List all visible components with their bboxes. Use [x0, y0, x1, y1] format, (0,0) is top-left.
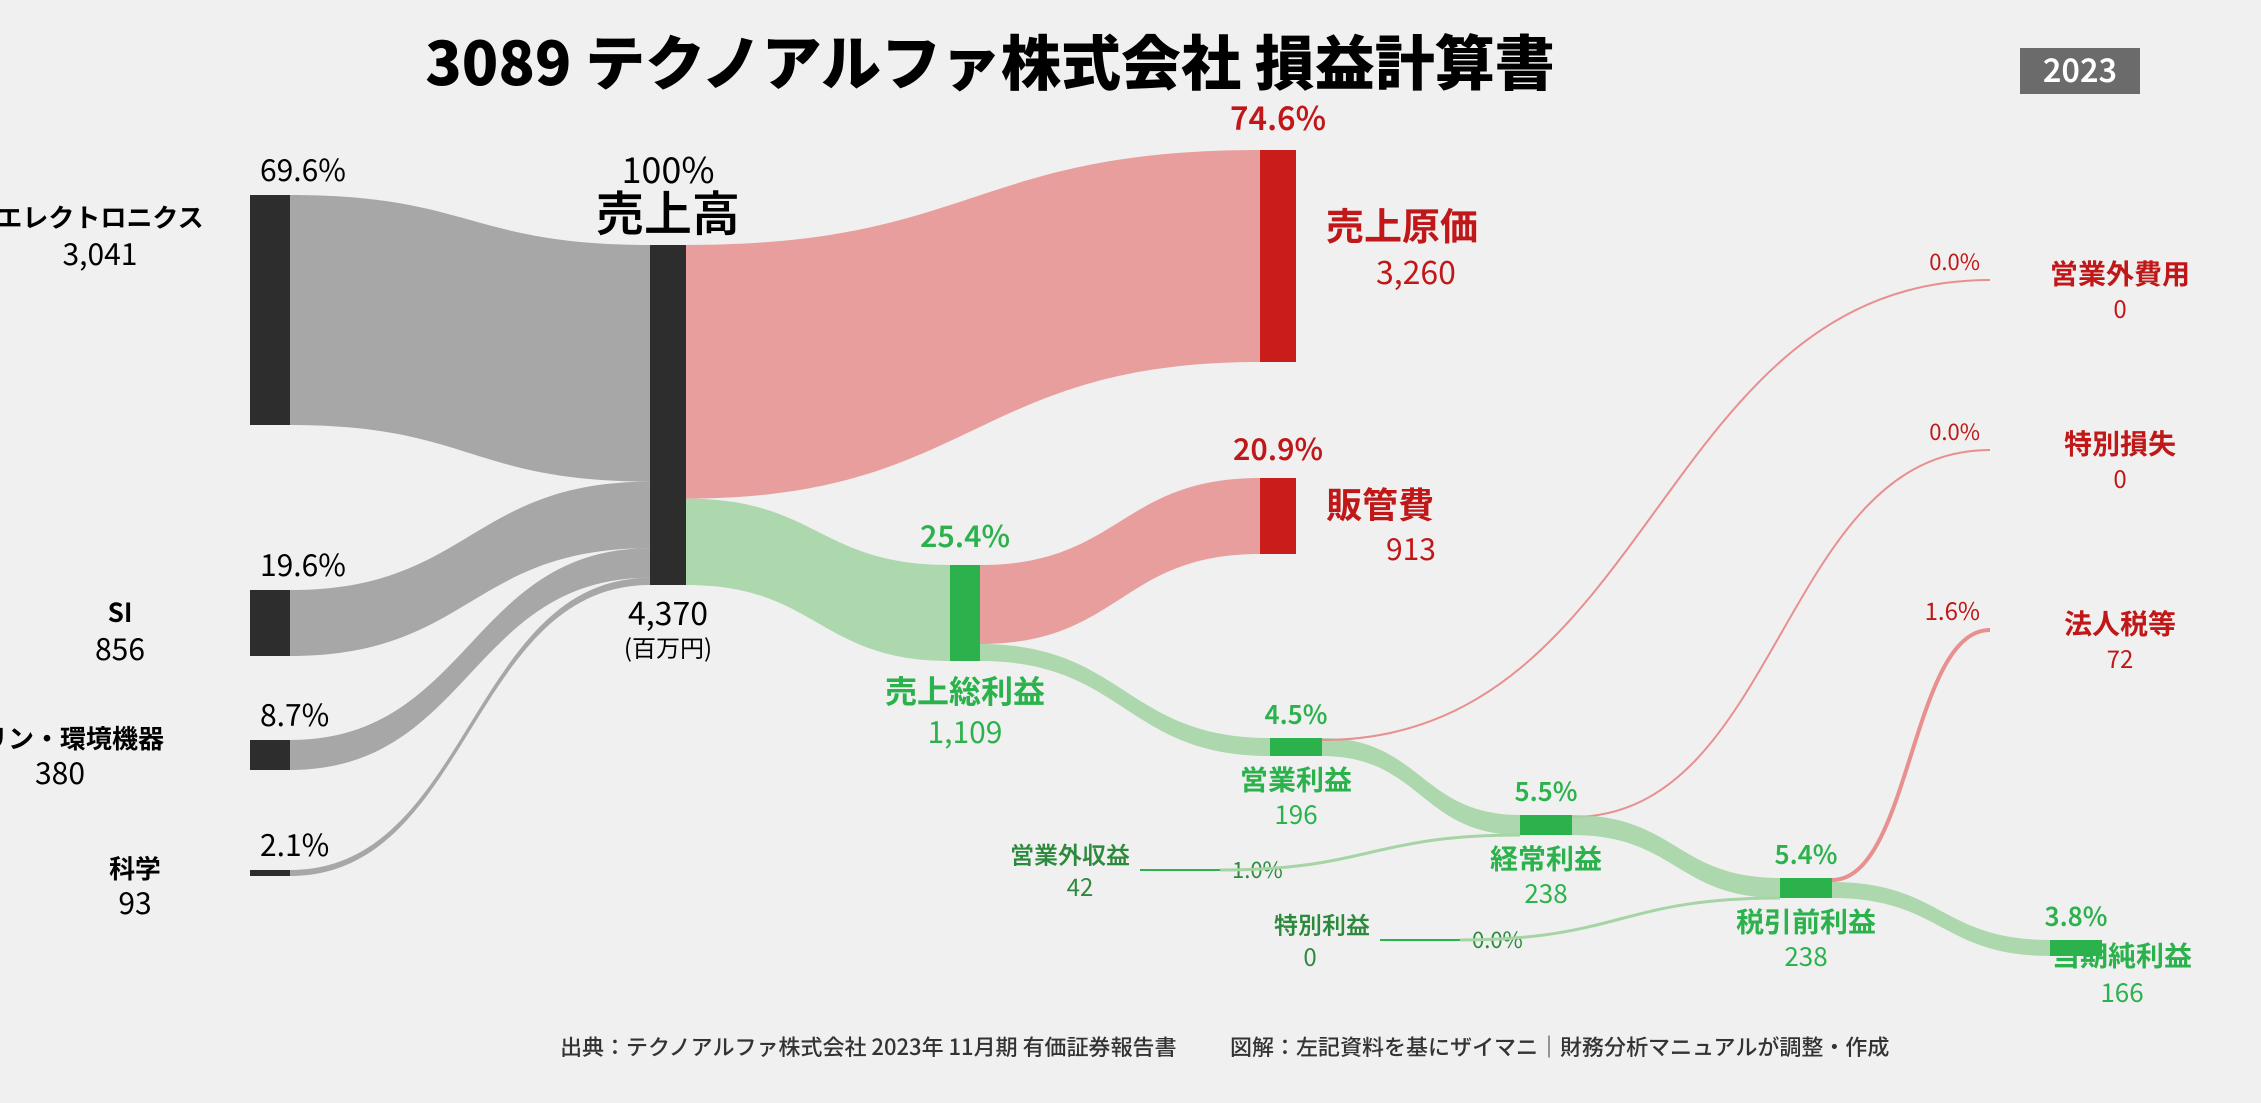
op-value: 196	[1274, 795, 1317, 832]
op-pct: 4.5%	[1265, 695, 1328, 732]
eg-value: 0	[1303, 938, 1316, 973]
pretax-income-node	[1780, 878, 1832, 898]
segment-node	[250, 590, 290, 656]
segment-pct: 69.6%	[260, 146, 346, 190]
tax-label: 法人税等	[2064, 603, 2176, 643]
gp-label: 売上総利益	[885, 667, 1045, 713]
cogs-node	[1260, 150, 1296, 362]
ord-value: 238	[1524, 874, 1567, 911]
noi-value: 42	[1067, 868, 1094, 903]
segment-value: 856	[95, 625, 145, 669]
noe-pct: 0.0%	[1929, 245, 1980, 277]
revenue-node	[650, 245, 686, 585]
revenue-unit: (百万円)	[624, 629, 712, 664]
segment-node	[250, 870, 290, 876]
op-income-node	[1270, 738, 1322, 756]
sga-label: 販管費	[1326, 477, 1434, 529]
pt-label: 税引前利益	[1736, 901, 1876, 941]
op-label: 営業利益	[1240, 759, 1352, 799]
cogs-pct: 74.6%	[1230, 94, 1326, 140]
flow-line	[1572, 450, 1990, 817]
gp-pct: 25.4%	[920, 512, 1010, 556]
ni-value: 166	[2100, 973, 2143, 1010]
gross-profit-node	[950, 565, 980, 661]
footer-source: 出典：テクノアルファ株式会社 2023年 11月期 有価証券報告書	[560, 1030, 1177, 1062]
ord-pct: 5.5%	[1515, 772, 1578, 809]
noe-label: 営業外費用	[2050, 253, 2190, 293]
el-value: 0	[2113, 460, 2126, 495]
noe-value: 0	[2113, 290, 2126, 325]
pt-value: 238	[1784, 937, 1827, 974]
flow-line	[1832, 630, 1990, 880]
flow	[1572, 815, 1780, 898]
cogs-value: 3,260	[1376, 248, 1456, 294]
gp-value: 1,109	[928, 708, 1003, 752]
year-label: 2023	[2043, 46, 2117, 92]
sankey-chart: 3089 テクノアルファ株式会社 損益計算書202369.6%エレクトロニクス3…	[0, 0, 2261, 1103]
segment-pct: 2.1%	[260, 821, 329, 865]
segment-pct: 19.6%	[260, 541, 346, 585]
eg-label: 特別利益	[1274, 906, 1370, 941]
ni-label: 当期純利益	[2052, 935, 2192, 975]
segment-node	[250, 195, 290, 425]
segment-value: 380	[35, 749, 85, 793]
sga-value: 913	[1386, 525, 1436, 569]
segment-value: 3,041	[63, 230, 138, 274]
revenue-label: 売上高	[596, 175, 740, 245]
segment-value: 93	[118, 879, 151, 923]
segment-pct: 8.7%	[260, 691, 329, 735]
flow	[686, 150, 1260, 499]
flow	[686, 499, 950, 661]
ordinary-income-node	[1520, 815, 1572, 835]
flow	[980, 478, 1260, 644]
ord-label: 経常利益	[1490, 838, 1602, 878]
segment-node	[250, 740, 290, 770]
sga-node	[1260, 478, 1296, 554]
sga-pct: 20.9%	[1233, 425, 1323, 469]
el-label: 特別損失	[2064, 423, 2176, 463]
noi-label: 営業外収益	[1010, 836, 1130, 871]
ni-pct: 3.8%	[2045, 897, 2108, 934]
el-pct: 0.0%	[1929, 415, 1980, 447]
cogs-label: 売上原価	[1326, 196, 1478, 251]
pt-pct: 5.4%	[1775, 835, 1838, 872]
tax-value: 72	[2107, 640, 2134, 675]
footer-credit: 図解：左記資料を基にザイマニ｜財務分析マニュアルが調整・作成	[1230, 1030, 1889, 1062]
tax-pct: 1.6%	[1925, 592, 1980, 627]
chart-title: 3089 テクノアルファ株式会社 損益計算書	[425, 16, 1554, 103]
